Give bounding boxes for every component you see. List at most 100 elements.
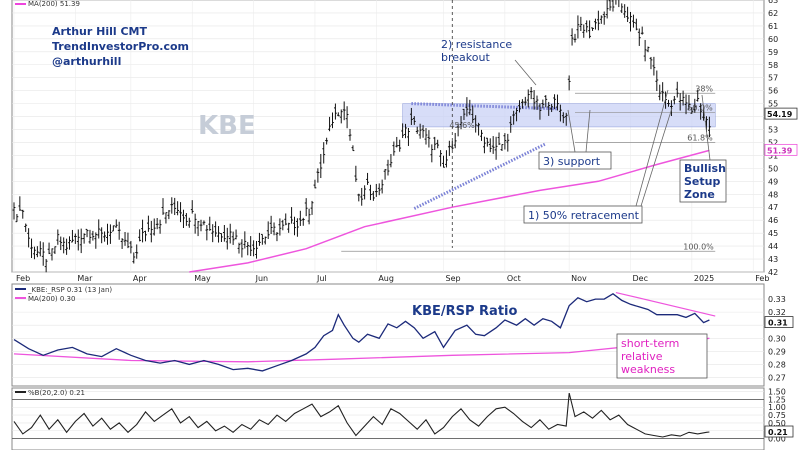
- price-bar: [386, 159, 390, 176]
- price-bar: [287, 222, 291, 233]
- price-bar: [640, 26, 644, 35]
- ratio-tick-label: 0.27: [768, 373, 786, 382]
- price-bar: [298, 210, 302, 226]
- price-bar: [626, 6, 629, 22]
- price-bar: [141, 219, 144, 243]
- price-bar: [687, 94, 691, 110]
- price-bar: [71, 229, 74, 243]
- month-label: 2025: [694, 274, 714, 283]
- price-bar: [395, 136, 399, 148]
- price-bar: [553, 94, 556, 110]
- price-bar: [170, 197, 174, 214]
- price-bar: [38, 241, 42, 257]
- price-bar: [339, 109, 343, 124]
- price-bar: [567, 75, 571, 91]
- price-bar: [649, 56, 653, 70]
- price-bar: [208, 216, 212, 231]
- ma200-legend: MA(200) 51.39: [28, 0, 80, 8]
- price-bar: [345, 106, 349, 129]
- price-bar: [111, 225, 115, 232]
- last-price-tag-bg: [764, 107, 798, 120]
- price-bar: [494, 136, 498, 160]
- price-bar: [655, 70, 659, 92]
- price-bar: [380, 179, 384, 194]
- price-bar: [316, 168, 320, 183]
- price-bar: [509, 116, 513, 133]
- weakness-label-line3: weakness: [621, 363, 675, 376]
- last-ma-tag: 51.39: [767, 146, 793, 155]
- price-bar: [334, 103, 337, 120]
- price-bar: [252, 240, 255, 257]
- month-label: Jul: [316, 274, 327, 283]
- price-bar: [369, 184, 372, 201]
- price-bar: [591, 27, 594, 31]
- price-bar: [404, 123, 407, 139]
- price-bar: [506, 133, 510, 152]
- price-bar: [632, 14, 635, 28]
- price-bar: [398, 139, 402, 152]
- price-bar: [97, 219, 101, 239]
- handle-credit: @arthurhill: [52, 55, 121, 68]
- price-bar: [234, 229, 238, 240]
- price-bar: [602, 11, 606, 25]
- bullish-label-box: [679, 159, 727, 203]
- price-bar: [18, 196, 22, 211]
- price-bar: [41, 242, 45, 266]
- price-bar: [442, 155, 445, 168]
- price-bar: [529, 87, 533, 100]
- price-axis: 4243444546474849505152535455565758596061…: [768, 0, 778, 277]
- price-bar: [30, 238, 33, 258]
- price-bar: [33, 246, 36, 260]
- symbol-watermark: KBE: [198, 111, 256, 141]
- price-tick-label: 43: [768, 255, 778, 264]
- price-bar: [184, 213, 188, 226]
- price-bar: [281, 219, 285, 231]
- pctb-tick-label: 1.00: [768, 403, 786, 412]
- price-bar: [214, 221, 218, 237]
- price-bar: [272, 222, 276, 236]
- bullish-label-line2: Setup: [684, 175, 720, 188]
- price-bar: [240, 239, 244, 258]
- ratio-line: [13, 293, 710, 372]
- price-bar: [615, 0, 617, 5]
- price-bar: [179, 202, 182, 223]
- price-bar: [696, 89, 700, 102]
- price-bar: [652, 56, 656, 76]
- price-bar: [82, 233, 86, 244]
- month-label: Apr: [133, 274, 148, 283]
- resistance-label-line2: breakout: [441, 51, 490, 64]
- price-bar: [672, 95, 676, 105]
- price-bar: [456, 123, 460, 137]
- price-bar: [699, 103, 703, 120]
- weakness-label-line2: relative: [621, 350, 663, 363]
- price-tick-label: 55: [768, 100, 778, 109]
- price-tick-label: 56: [768, 87, 778, 96]
- level-38-label: 38%: [695, 84, 713, 93]
- price-bar: [377, 183, 381, 196]
- month-label: Feb: [755, 274, 769, 283]
- ma200-line: [189, 149, 710, 273]
- price-tick-label: 44: [768, 242, 778, 251]
- price-bar: [608, 0, 612, 11]
- pctb-tick-label: 0.50: [768, 419, 786, 428]
- price-tick-label: 57: [768, 74, 778, 83]
- month-label: Oct: [507, 274, 521, 283]
- price-bar: [415, 126, 419, 134]
- price-bar: [430, 144, 434, 163]
- price-bar: [260, 233, 264, 245]
- ratio-title: KBE/RSP Ratio: [412, 304, 517, 319]
- price-bar: [255, 240, 258, 259]
- price-bar: [579, 16, 583, 32]
- price-bar: [629, 11, 632, 32]
- price-bar: [269, 215, 273, 235]
- weakness-label-box: [616, 333, 708, 379]
- price-bar: [421, 125, 425, 138]
- price-bar: [518, 100, 521, 113]
- last-ma-tag-bg: [764, 143, 798, 156]
- price-bar: [465, 97, 469, 117]
- ratio-last-tag: 0.31: [768, 319, 788, 328]
- price-bar: [523, 96, 527, 106]
- price-bar: [228, 223, 232, 244]
- price-bar: [164, 212, 168, 224]
